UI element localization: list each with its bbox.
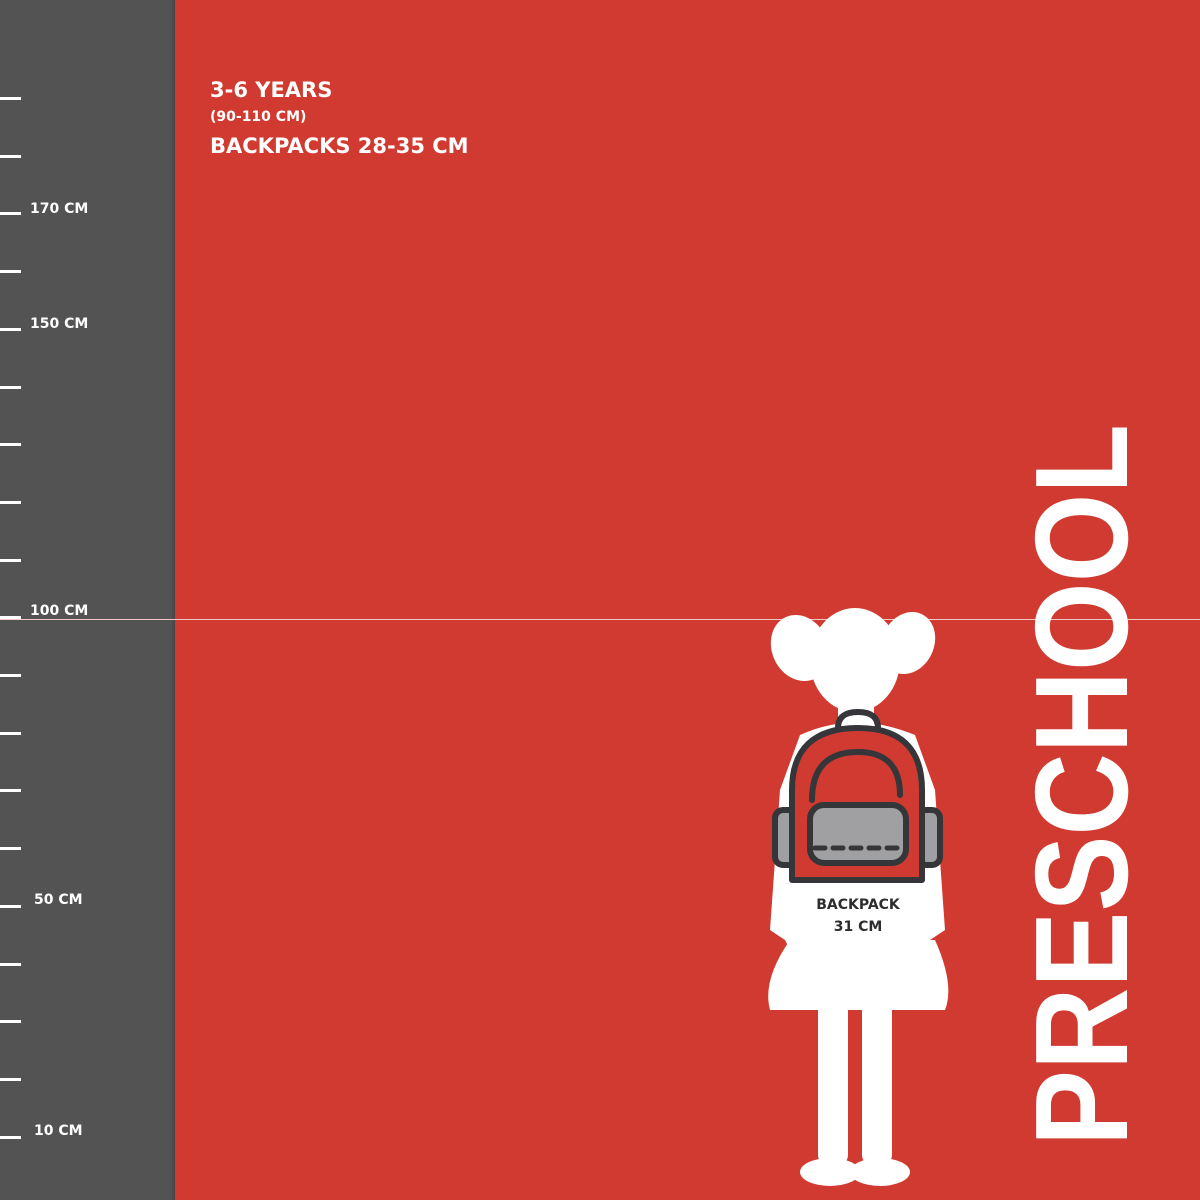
ruler-tick	[0, 1077, 21, 1081]
backpack-range: BACKPACKS 28-35 CM	[210, 134, 469, 158]
ruler-edge	[172, 0, 175, 1200]
height-ruler: 170 CM 150 CM 100 CM 50 CM 10 CM	[0, 0, 175, 1200]
ruler-tick	[0, 443, 21, 447]
ruler-label-50: 50 CM	[34, 892, 83, 908]
ruler-tick	[0, 327, 21, 331]
ruler-tick	[0, 97, 21, 100]
ruler-label-100: 100 CM	[30, 603, 89, 619]
height-range: (90-110 CM)	[210, 109, 307, 125]
height-marker-line	[0, 619, 1200, 620]
ruler-tick	[0, 1135, 21, 1139]
girl-silhouette-icon	[768, 608, 949, 1186]
ruler-tick	[0, 500, 21, 504]
ruler-tick	[0, 212, 21, 216]
ruler-tick	[0, 616, 21, 620]
ruler-tick	[0, 674, 21, 677]
ruler-tick	[0, 385, 21, 389]
category-title: PRESCHOOL	[1008, 424, 1155, 1146]
ruler-tick	[0, 558, 21, 562]
ruler-tick	[0, 154, 21, 158]
ruler-label-150: 150 CM	[30, 316, 89, 332]
ruler-tick	[0, 1020, 21, 1024]
backpack-icon	[772, 708, 943, 883]
age-heading: 3-6 YEARS	[210, 78, 333, 102]
ruler-label-10: 10 CM	[34, 1123, 83, 1139]
ruler-label-170: 170 CM	[30, 201, 89, 217]
ruler-tick	[0, 270, 21, 274]
backpack-size: 31 CM	[834, 919, 883, 935]
ruler-tick	[0, 847, 21, 851]
backpack-label: BACKPACK	[816, 897, 901, 913]
ruler-tick	[0, 789, 21, 793]
ruler-tick	[0, 731, 21, 735]
ruler-tick	[0, 904, 21, 908]
ruler-tick	[0, 962, 21, 966]
